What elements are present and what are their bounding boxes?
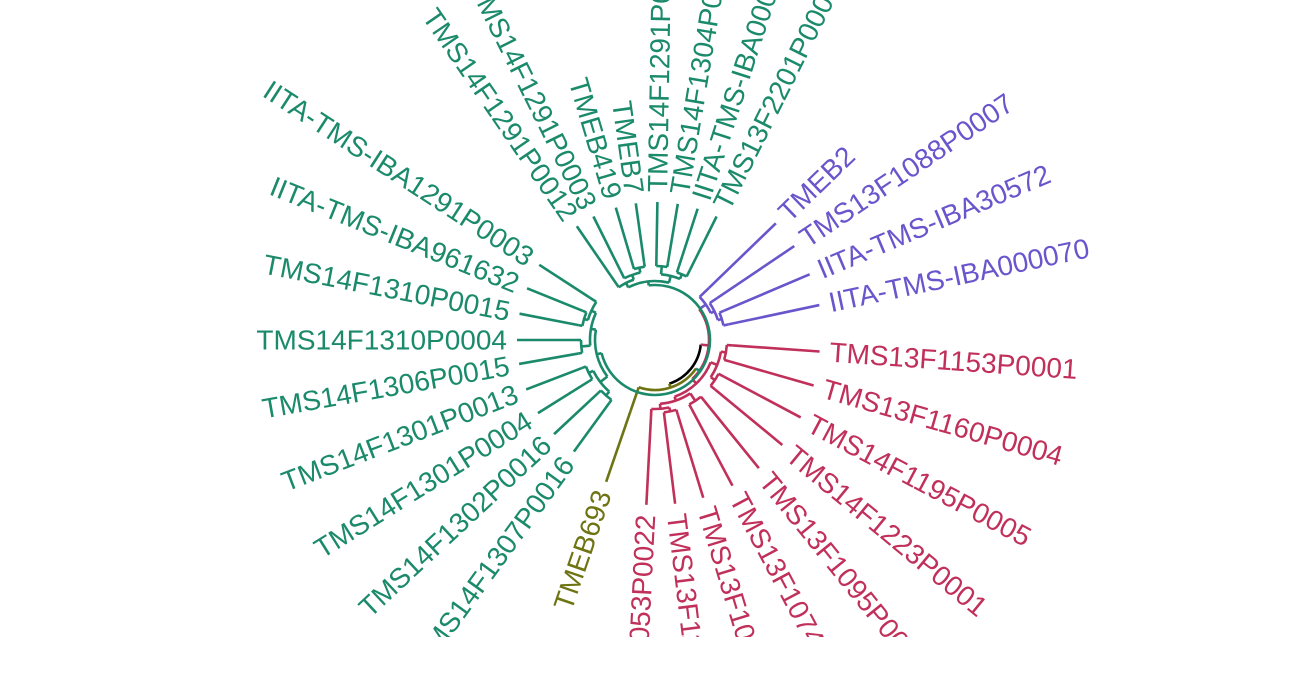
branch-segment-35 <box>676 410 677 415</box>
tip-branch-10 <box>724 274 810 310</box>
tip-branch-25 <box>526 368 582 390</box>
branch-segment-79 <box>644 263 645 267</box>
tip-branch-20 <box>646 418 651 505</box>
tip-branch-9 <box>717 246 794 298</box>
tip-branch-15 <box>715 390 782 445</box>
tip-branch-26 <box>519 354 578 364</box>
tip-label-21: TMEB693 <box>548 486 618 614</box>
branch-segment-57 <box>581 346 590 347</box>
branch-segment-88 <box>677 266 679 273</box>
branch-segment-50 <box>598 390 601 393</box>
tip-branch-30 <box>539 265 589 298</box>
branch-segment-85 <box>667 263 668 267</box>
branch-segment-66 <box>583 311 587 313</box>
tip-branch-8 <box>709 223 776 288</box>
branch-segment-5 <box>700 288 709 297</box>
tip-branch-12 <box>733 345 820 351</box>
branch-segment-53 <box>589 379 592 381</box>
branch-arc-28 <box>689 397 701 405</box>
tip-branch-29 <box>527 288 583 310</box>
tip-branch-4 <box>656 202 657 262</box>
branch-arc-58 <box>581 340 582 353</box>
branch-segment-23 <box>719 374 724 377</box>
branch-segment-29 <box>701 397 704 401</box>
branch-segment-72 <box>611 276 619 288</box>
branch-arc-32 <box>651 407 669 409</box>
branch-segment-8 <box>710 298 717 303</box>
tip-branch-1 <box>593 217 620 271</box>
tip-branch-3 <box>636 203 644 262</box>
branch-arc-83 <box>656 266 667 267</box>
branch-arc-42 <box>602 285 710 395</box>
branch-arc-48 <box>601 390 612 399</box>
tip-branch-16 <box>704 401 759 469</box>
branch-segment-75 <box>620 270 624 278</box>
branch-segment-67 <box>590 298 597 302</box>
branch-segment-89 <box>687 270 690 276</box>
tip-branch-5 <box>668 204 678 263</box>
tip-branch-19 <box>665 417 676 503</box>
tip-branch-14 <box>724 377 801 418</box>
tip-branch-18 <box>678 415 703 498</box>
tree-branches <box>577 262 733 418</box>
tree-plot-area: TMS14F1291P0012TMS14F1291P0003TMEB419TME… <box>256 0 1092 675</box>
branch-segment-45 <box>600 377 607 382</box>
branch-segment-78 <box>633 265 634 269</box>
branch-arc-34 <box>664 410 676 413</box>
tip-branch-17 <box>692 409 733 486</box>
tip-label-12: TMS13F1153P0001 <box>828 337 1078 385</box>
branch-segment-11 <box>719 311 724 313</box>
tip-branch-21 <box>606 411 630 482</box>
branch-arc-77 <box>634 267 645 269</box>
tip-branch-28 <box>520 314 579 325</box>
branch-segment-12 <box>723 324 728 325</box>
branch-segment-65 <box>578 325 582 326</box>
tip-label-20: TMS13F1053P0022 <box>617 514 661 675</box>
tip-labels: TMS14F1291P0012TMS14F1291P0003TMEB419TME… <box>256 0 1092 675</box>
branch-segment-27 <box>690 393 695 401</box>
branch-segment-49 <box>609 400 611 403</box>
tip-branch-13 <box>730 362 814 386</box>
tip-branch-11 <box>728 305 819 324</box>
branch-segment-59 <box>578 353 582 354</box>
branch-arc-18 <box>724 345 727 360</box>
branch-segment-36 <box>664 412 665 417</box>
tip-branch-0 <box>577 226 611 275</box>
branch-segment-54 <box>582 367 586 368</box>
tip-branch-2 <box>616 208 633 266</box>
branch-segment-24 <box>711 386 716 390</box>
tip-label-27: TMS14F1310P0004 <box>256 325 507 356</box>
branch-segment-20 <box>724 360 730 362</box>
branch-segment-30 <box>689 404 691 408</box>
